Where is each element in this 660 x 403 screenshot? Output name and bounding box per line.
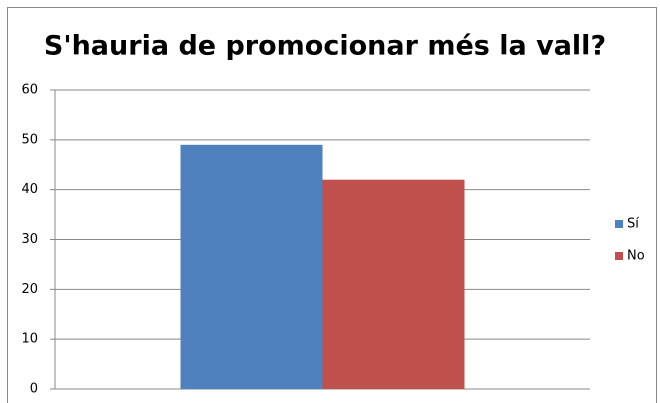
chart-title: S'hauria de promocionar més la vall? [44, 31, 606, 62]
legend-label: Sí [627, 217, 639, 232]
y-tick-label: 60 [21, 83, 38, 98]
y-tick-label: 0 [30, 382, 38, 397]
legend-swatch [615, 220, 623, 228]
legend-label: No [627, 249, 645, 264]
bar [180, 144, 323, 389]
y-tick-label: 50 [21, 132, 38, 147]
y-tick-label: 40 [21, 182, 38, 197]
legend-swatch [615, 252, 623, 260]
bar [322, 179, 465, 389]
y-tick-label: 30 [21, 232, 38, 247]
y-tick-label: 10 [21, 332, 38, 347]
y-tick-label: 20 [21, 282, 38, 297]
